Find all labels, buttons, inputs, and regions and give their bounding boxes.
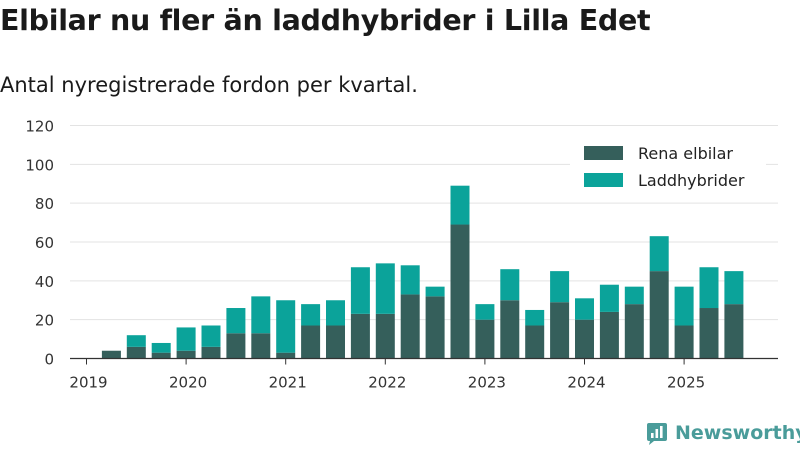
bar-laddhybrider <box>649 236 669 272</box>
x-tick-label: 2025 <box>667 374 705 392</box>
bar-laddhybrider <box>425 286 445 297</box>
x-tick-label: 2019 <box>69 374 107 392</box>
bar-laddhybrider <box>276 300 296 353</box>
bar-rena-elbilar <box>400 294 420 359</box>
bar-rena-elbilar <box>226 333 246 359</box>
y-tick-label: 20 <box>35 312 54 330</box>
bar-rena-elbilar <box>475 319 495 359</box>
x-tick-label: 2024 <box>567 374 605 392</box>
bar-rena-elbilar <box>126 346 146 359</box>
bar-rena-elbilar <box>326 325 345 359</box>
bars <box>101 185 744 359</box>
brand: Newsworthy <box>645 420 800 446</box>
stacked-bar-chart: 0 20 40 60 80 100 120 2019 2020 2021 2022 2023 2024… <box>25 118 778 392</box>
legend-swatch <box>584 173 623 187</box>
bar-laddhybrider <box>550 271 570 303</box>
bar-laddhybrider <box>525 309 545 326</box>
bar-laddhybrider <box>400 265 420 295</box>
bar-laddhybrider <box>674 286 694 326</box>
bar-rena-elbilar <box>251 333 271 359</box>
y-tick-label: 100 <box>25 156 54 174</box>
bar-rena-elbilar <box>500 300 520 359</box>
x-axis-ticks: 2019 2020 2021 2022 2023 2024 2025 <box>69 358 705 392</box>
y-tick-label: 60 <box>35 234 54 252</box>
bar-rena-elbilar <box>724 304 744 359</box>
chart-title: Elbilar nu fler än laddhybrider i Lilla … <box>0 4 651 37</box>
bar-rena-elbilar <box>550 302 570 359</box>
bar-rena-elbilar <box>674 325 694 359</box>
y-tick-label: 0 <box>44 351 54 369</box>
bar-laddhybrider <box>176 327 196 351</box>
bar-rena-elbilar <box>301 325 321 359</box>
bar-rena-elbilar <box>425 296 445 359</box>
bar-rena-elbilar <box>699 308 719 359</box>
bar-rena-elbilar <box>575 319 594 359</box>
bar-laddhybrider <box>699 267 719 309</box>
bar-chart-logo-icon <box>647 423 667 445</box>
legend-label: Laddhybrider <box>638 171 745 190</box>
bar-rena-elbilar <box>525 325 545 359</box>
y-tick-label: 80 <box>35 195 54 213</box>
bar-laddhybrider <box>724 271 744 305</box>
chart-subtitle: Antal nyregistrerade fordon per kvartal. <box>0 73 418 97</box>
brand-name: Newsworthy <box>675 422 800 444</box>
bar-rena-elbilar <box>101 350 121 359</box>
bar-rena-elbilar <box>350 313 370 359</box>
bar-laddhybrider <box>151 342 171 353</box>
x-tick-label: 2020 <box>169 374 207 392</box>
bar-rena-elbilar <box>450 224 470 359</box>
bar-laddhybrider <box>375 263 395 314</box>
x-tick-label: 2021 <box>269 374 307 392</box>
bar-laddhybrider <box>599 284 619 312</box>
y-axis-ticks: 0 20 40 60 80 100 120 <box>25 118 54 369</box>
bar-laddhybrider <box>326 300 345 326</box>
bar-laddhybrider <box>251 296 271 334</box>
legend-label: Rena elbilar <box>638 144 733 163</box>
bar-rena-elbilar <box>624 304 644 359</box>
bar-rena-elbilar <box>176 350 196 359</box>
bar-laddhybrider <box>624 286 644 305</box>
bar-laddhybrider <box>500 269 520 301</box>
bar-laddhybrider <box>350 267 370 314</box>
bar-laddhybrider <box>126 335 146 347</box>
bar-laddhybrider <box>575 298 594 320</box>
bar-laddhybrider <box>226 308 246 334</box>
y-tick-label: 40 <box>35 273 54 291</box>
bar-rena-elbilar <box>276 352 296 359</box>
x-tick-label: 2022 <box>368 374 406 392</box>
x-tick-label: 2023 <box>468 374 506 392</box>
bar-laddhybrider <box>450 185 470 225</box>
y-tick-label: 120 <box>25 118 54 136</box>
bar-laddhybrider <box>201 325 221 347</box>
bar-rena-elbilar <box>375 313 395 359</box>
bar-rena-elbilar <box>151 352 171 359</box>
bar-laddhybrider <box>475 304 495 320</box>
bar-rena-elbilar <box>201 346 221 359</box>
legend-swatch <box>584 146 623 160</box>
legend: Rena elbilar Laddhybrider <box>570 136 766 198</box>
bar-rena-elbilar <box>599 311 619 359</box>
bar-rena-elbilar <box>649 271 669 359</box>
bar-laddhybrider <box>301 304 321 326</box>
